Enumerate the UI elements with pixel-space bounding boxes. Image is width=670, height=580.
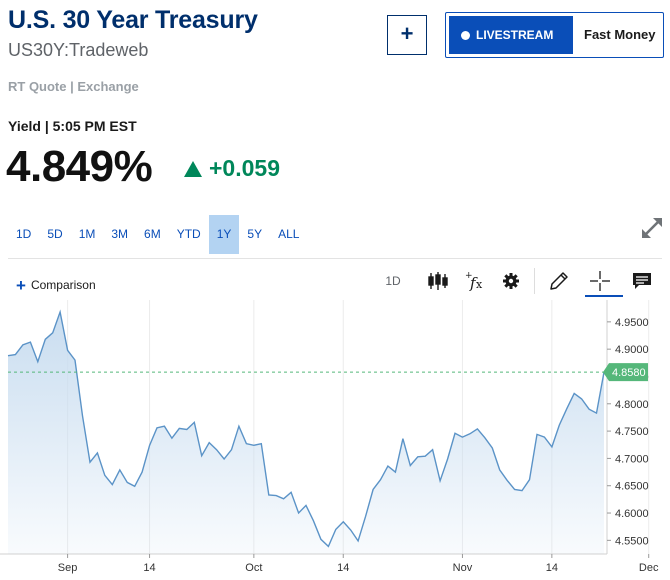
x-tick-label: 14 xyxy=(337,562,349,574)
x-tick-label: 14 xyxy=(143,562,155,574)
comparison-button[interactable]: + Comparison xyxy=(16,276,96,296)
range-tab-all[interactable]: ALL xyxy=(278,227,300,241)
x-tick-label: Sep xyxy=(58,562,78,574)
gear-icon[interactable] xyxy=(501,270,521,292)
range-tab-1m[interactable]: 1M xyxy=(78,227,96,241)
plus-icon: + xyxy=(16,276,26,295)
svg-text:x: x xyxy=(476,278,483,291)
crosshair-icon[interactable] xyxy=(589,270,611,292)
page-title: U.S. 30 Year Treasury xyxy=(8,6,258,34)
area-fill xyxy=(8,312,604,554)
x-tick-label: Oct xyxy=(245,562,262,574)
candlestick-icon[interactable] xyxy=(427,270,449,292)
livestream-label: LIVESTREAM xyxy=(476,28,554,42)
live-dot-icon xyxy=(461,31,470,40)
ticker-symbol: US30Y:Tradeweb xyxy=(8,40,149,60)
comparison-label: Comparison xyxy=(30,278,96,292)
range-tab-1y[interactable]: 1Y xyxy=(208,215,240,254)
range-tabs: 1D 5D 1M 3M 6M YTD 1Y 5Y ALL xyxy=(8,215,307,254)
svg-text:f: f xyxy=(469,274,478,292)
indicator-fx-icon[interactable]: + f x xyxy=(464,270,486,292)
yield-change: +0.059 xyxy=(209,155,280,181)
toolbar-separator xyxy=(534,268,535,294)
up-arrow-icon xyxy=(184,161,202,177)
y-tick-label: 4.9000 xyxy=(615,344,649,356)
svg-text:+: + xyxy=(465,271,473,281)
y-tick-label: 4.7500 xyxy=(615,426,649,438)
x-tick-label: Nov xyxy=(453,562,473,574)
quote-source: RT Quote | Exchange xyxy=(8,79,139,94)
y-tick-label: 4.5500 xyxy=(615,535,649,547)
pencil-icon[interactable] xyxy=(548,270,570,292)
range-tab-6m[interactable]: 6M xyxy=(144,227,161,241)
y-tick-label: 4.6000 xyxy=(615,508,649,520)
y-tick-label: 4.9500 xyxy=(615,317,649,329)
show-name[interactable]: Fast Money xyxy=(584,27,656,42)
y-tick-label: 4.8000 xyxy=(615,399,649,411)
livestream-widget[interactable]: LIVESTREAM Fast Money xyxy=(445,12,664,58)
x-tick-label: 14 xyxy=(546,562,558,574)
x-tick-label: Dec xyxy=(639,562,659,574)
series-line xyxy=(7,309,605,548)
y-tick-label: 4.6500 xyxy=(615,481,649,493)
last-value-label: 4.8580 xyxy=(612,367,646,379)
livestream-button[interactable]: LIVESTREAM xyxy=(449,16,573,54)
expand-icon[interactable] xyxy=(638,214,666,242)
range-tab-1d[interactable]: 1D xyxy=(16,227,32,241)
active-tool-indicator xyxy=(585,295,623,297)
period-selector[interactable]: 1D xyxy=(385,274,401,288)
range-tab-5y[interactable]: 5Y xyxy=(247,227,263,241)
yield-chart[interactable]: 4.95004.90004.85004.80004.75004.70004.65… xyxy=(0,300,670,580)
comment-icon[interactable] xyxy=(631,270,653,292)
current-yield: 4.849% xyxy=(6,142,153,191)
yield-timestamp: Yield | 5:05 PM EST xyxy=(8,118,137,134)
y-tick-label: 4.7000 xyxy=(615,453,649,465)
last-value-badge xyxy=(603,363,648,382)
range-tab-ytd[interactable]: YTD xyxy=(176,227,201,241)
toolbar-divider xyxy=(8,258,662,259)
range-tab-5d[interactable]: 5D xyxy=(47,227,63,241)
add-to-watchlist-button[interactable]: + xyxy=(387,15,427,55)
range-tab-3m[interactable]: 3M xyxy=(111,227,129,241)
